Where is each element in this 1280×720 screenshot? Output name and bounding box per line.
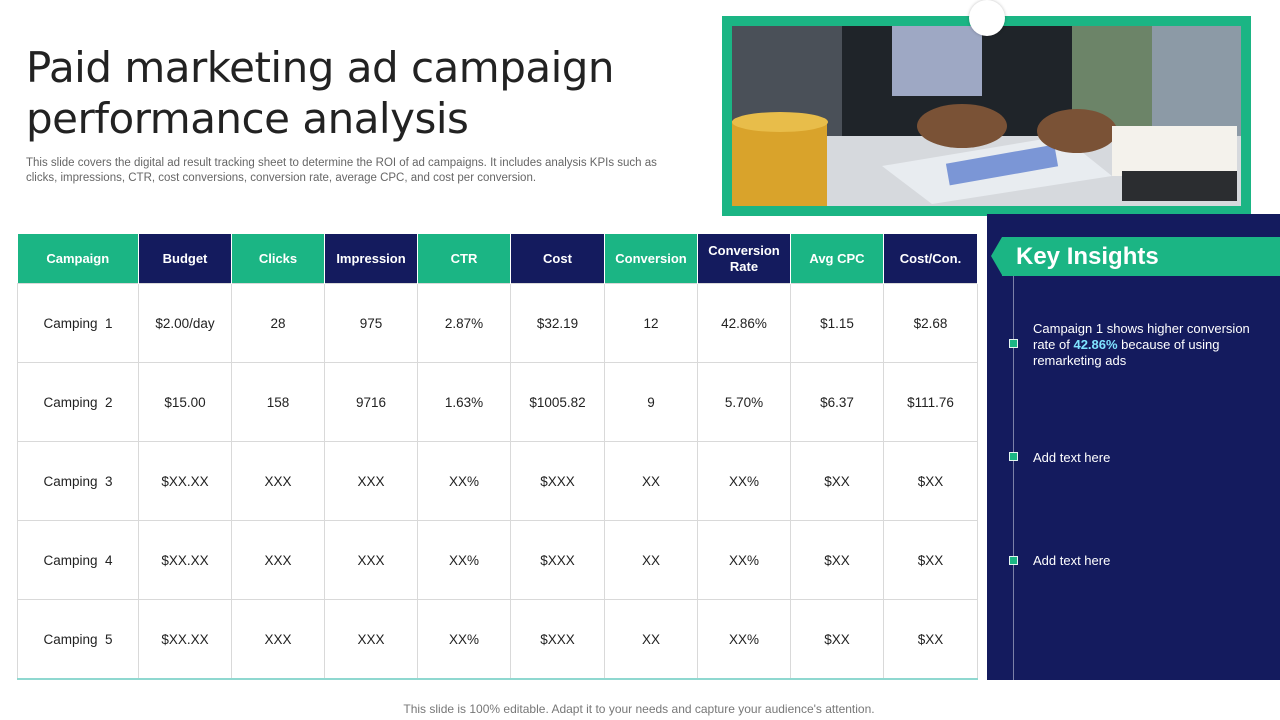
insights-tab xyxy=(1002,237,1280,276)
insights-title: Key Insights xyxy=(1016,243,1159,270)
cell-avg-cpc: $XX xyxy=(790,441,884,521)
cell-conversion-rate: 42.86% xyxy=(697,283,791,363)
table-row: Camping 2 $15.00 158 9716 1.63% $1005.82… xyxy=(17,362,978,442)
cell-ctr: XX% xyxy=(417,520,511,600)
table-row: Camping 5 $XX.XX XXX XXX XX% $XXX XX XX%… xyxy=(17,599,978,680)
cell-ctr: 2.87% xyxy=(417,283,511,363)
cell-clicks: XXX xyxy=(231,520,325,600)
campaign-performance-table: Campaign Budget Clicks Impression CTR Co… xyxy=(17,234,978,680)
cell-clicks: XXX xyxy=(231,441,325,521)
col-header-cost: Cost xyxy=(510,234,605,284)
cell-impression: XXX xyxy=(324,441,418,521)
decorative-circle xyxy=(969,0,1005,36)
cell-budget: $XX.XX xyxy=(138,441,232,521)
cell-campaign: Camping 1 xyxy=(17,283,139,363)
col-header-budget: Budget xyxy=(138,234,232,284)
cell-clicks: XXX xyxy=(231,599,325,680)
col-header-impression: Impression xyxy=(324,234,418,284)
cell-cost: $32.19 xyxy=(510,283,605,363)
cell-ctr: XX% xyxy=(417,441,511,521)
table-header-row: Campaign Budget Clicks Impression CTR Co… xyxy=(17,234,978,284)
insight-item-3: Add text here xyxy=(1033,553,1111,568)
col-header-conversion: Conversion xyxy=(604,234,698,284)
cell-cost-per-conversion: $2.68 xyxy=(883,283,978,363)
col-header-conversion-rate: Conversion Rate xyxy=(697,234,791,284)
insight-item-2: Add text here xyxy=(1033,450,1111,465)
cell-budget: $2.00/day xyxy=(138,283,232,363)
business-photo xyxy=(732,26,1241,206)
cell-impression: 975 xyxy=(324,283,418,363)
cell-campaign: Camping 2 xyxy=(17,362,139,442)
square-bullet-icon xyxy=(1009,556,1018,565)
cell-clicks: 158 xyxy=(231,362,325,442)
cell-budget: $15.00 xyxy=(138,362,232,442)
slide-title: Paid marketing ad campaign performance a… xyxy=(26,43,615,143)
cell-budget: $XX.XX xyxy=(138,520,232,600)
cell-cost: $XXX xyxy=(510,520,605,600)
cell-avg-cpc: $XX xyxy=(790,520,884,600)
cell-campaign: Camping 5 xyxy=(17,599,139,680)
cell-impression: 9716 xyxy=(324,362,418,442)
cell-cost: $XXX xyxy=(510,441,605,521)
insights-timeline xyxy=(1013,276,1014,680)
cell-campaign: Camping 4 xyxy=(17,520,139,600)
insight-1-highlight: 42.86% xyxy=(1073,337,1118,352)
col-header-campaign: Campaign xyxy=(17,234,139,284)
cell-conversion: XX xyxy=(604,520,698,600)
table-row: Camping 3 $XX.XX XXX XXX XX% $XXX XX XX%… xyxy=(17,441,978,521)
cell-conversion: XX xyxy=(604,599,698,680)
col-header-ctr: CTR xyxy=(417,234,511,284)
cell-cost: $XXX xyxy=(510,599,605,680)
cell-ctr: 1.63% xyxy=(417,362,511,442)
insights-tab-arrow xyxy=(991,237,1002,275)
cell-ctr: XX% xyxy=(417,599,511,680)
cell-campaign: Camping 3 xyxy=(17,441,139,521)
table-row: Camping 1 $2.00/day 28 975 2.87% $32.19 … xyxy=(17,283,978,363)
insight-1-text-end: because of using remarketing ads xyxy=(1033,337,1220,368)
cell-cost-per-conversion: $XX xyxy=(883,599,978,680)
cell-conversion-rate: XX% xyxy=(697,599,791,680)
square-bullet-icon xyxy=(1009,339,1018,348)
cell-conversion-rate: XX% xyxy=(697,441,791,521)
cell-impression: XXX xyxy=(324,520,418,600)
col-header-avg-cpc: Avg CPC xyxy=(790,234,884,284)
cell-impression: XXX xyxy=(324,599,418,680)
cell-cost: $1005.82 xyxy=(510,362,605,442)
table-row: Camping 4 $XX.XX XXX XXX XX% $XXX XX XX%… xyxy=(17,520,978,600)
cell-cost-per-conversion: $XX xyxy=(883,520,978,600)
cell-conversion-rate: 5.70% xyxy=(697,362,791,442)
insight-1-text: Campaign 1 shows higher conversion rate … xyxy=(1033,321,1250,352)
cell-conversion: XX xyxy=(604,441,698,521)
col-header-clicks: Clicks xyxy=(231,234,325,284)
slide-subtitle: This slide covers the digital ad result … xyxy=(26,157,657,184)
square-bullet-icon xyxy=(1009,452,1018,461)
cell-conversion: 12 xyxy=(604,283,698,363)
slide-footer: This slide is 100% editable. Adapt it to… xyxy=(403,702,875,716)
cell-avg-cpc: $6.37 xyxy=(790,362,884,442)
insight-item-1: Campaign 1 shows higher conversion rate … xyxy=(1033,321,1258,369)
cell-budget: $XX.XX xyxy=(138,599,232,680)
cell-conversion-rate: XX% xyxy=(697,520,791,600)
key-insights-panel xyxy=(987,214,1280,680)
cell-cost-per-conversion: $XX xyxy=(883,441,978,521)
cell-avg-cpc: $1.15 xyxy=(790,283,884,363)
col-header-cost-per-conversion: Cost/Con. xyxy=(883,234,978,284)
photo-frame xyxy=(722,16,1251,216)
cell-conversion: 9 xyxy=(604,362,698,442)
cell-avg-cpc: $XX xyxy=(790,599,884,680)
cell-clicks: 28 xyxy=(231,283,325,363)
cell-cost-per-conversion: $111.76 xyxy=(883,362,978,442)
